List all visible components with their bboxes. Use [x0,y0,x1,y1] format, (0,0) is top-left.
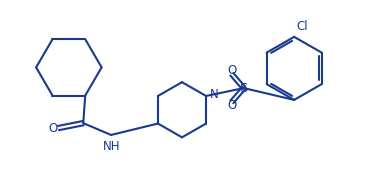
Text: O: O [227,64,237,77]
Text: NH: NH [103,140,121,153]
Text: O: O [227,99,237,112]
Text: S: S [239,82,248,95]
Text: O: O [49,122,58,135]
Text: Cl: Cl [296,20,308,33]
Text: N: N [210,88,219,102]
